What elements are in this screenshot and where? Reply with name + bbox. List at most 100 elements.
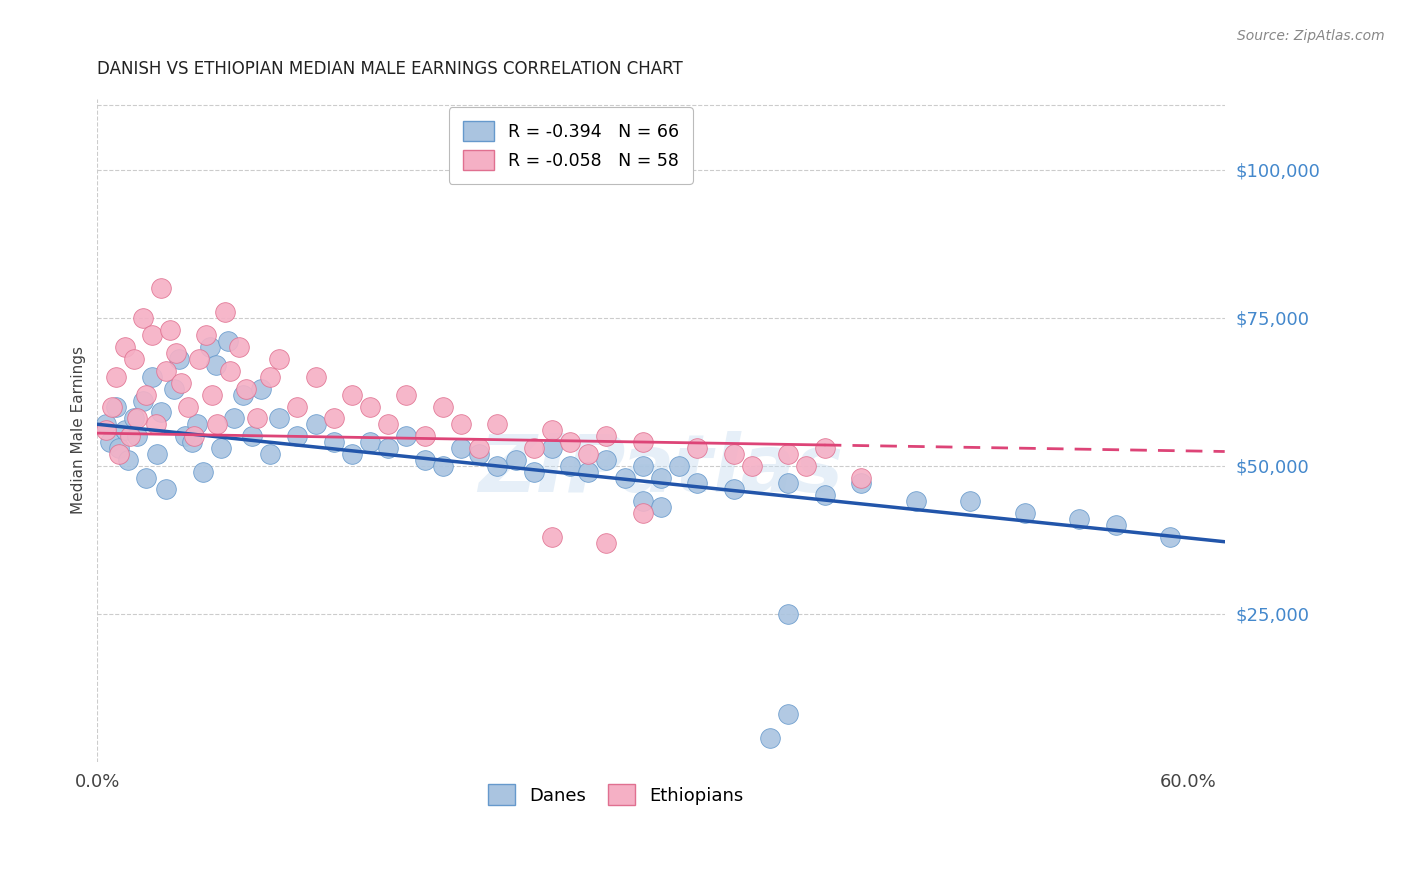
- Point: [132, 393, 155, 408]
- Point: [413, 452, 436, 467]
- Point: [814, 441, 837, 455]
- Point: [198, 340, 221, 354]
- Point: [232, 387, 254, 401]
- Point: [163, 382, 186, 396]
- Text: Source: ZipAtlas.com: Source: ZipAtlas.com: [1237, 29, 1385, 43]
- Point: [450, 417, 472, 432]
- Point: [246, 411, 269, 425]
- Point: [96, 417, 118, 432]
- Point: [558, 435, 581, 450]
- Point: [558, 458, 581, 473]
- Point: [117, 452, 139, 467]
- Point: [170, 376, 193, 390]
- Point: [759, 731, 782, 745]
- Point: [359, 435, 381, 450]
- Point: [114, 340, 136, 354]
- Point: [741, 458, 763, 473]
- Point: [613, 470, 636, 484]
- Point: [723, 483, 745, 497]
- Point: [650, 470, 672, 484]
- Point: [959, 494, 981, 508]
- Text: ZIPatlas: ZIPatlas: [478, 431, 844, 509]
- Point: [304, 417, 326, 432]
- Point: [523, 441, 546, 455]
- Point: [146, 447, 169, 461]
- Point: [186, 417, 208, 432]
- Point: [486, 458, 509, 473]
- Point: [122, 411, 145, 425]
- Point: [595, 535, 617, 549]
- Point: [269, 411, 291, 425]
- Point: [159, 322, 181, 336]
- Point: [686, 441, 709, 455]
- Point: [541, 530, 564, 544]
- Point: [285, 429, 308, 443]
- Point: [395, 429, 418, 443]
- Point: [468, 447, 491, 461]
- Point: [631, 435, 654, 450]
- Point: [541, 423, 564, 437]
- Point: [101, 400, 124, 414]
- Point: [595, 429, 617, 443]
- Point: [135, 470, 157, 484]
- Point: [432, 400, 454, 414]
- Point: [432, 458, 454, 473]
- Point: [250, 382, 273, 396]
- Point: [631, 458, 654, 473]
- Point: [108, 447, 131, 461]
- Point: [468, 441, 491, 455]
- Point: [167, 352, 190, 367]
- Point: [195, 328, 218, 343]
- Text: DANISH VS ETHIOPIAN MEDIAN MALE EARNINGS CORRELATION CHART: DANISH VS ETHIOPIAN MEDIAN MALE EARNINGS…: [97, 60, 683, 78]
- Point: [207, 417, 229, 432]
- Point: [173, 429, 195, 443]
- Point: [576, 465, 599, 479]
- Point: [209, 441, 232, 455]
- Point: [141, 370, 163, 384]
- Point: [145, 417, 167, 432]
- Point: [450, 441, 472, 455]
- Point: [259, 447, 281, 461]
- Point: [235, 382, 257, 396]
- Point: [127, 411, 149, 425]
- Point: [413, 429, 436, 443]
- Point: [778, 447, 800, 461]
- Point: [1159, 530, 1181, 544]
- Point: [486, 417, 509, 432]
- Point: [259, 370, 281, 384]
- Point: [150, 281, 173, 295]
- Point: [322, 435, 344, 450]
- Point: [96, 423, 118, 437]
- Point: [505, 452, 527, 467]
- Point: [668, 458, 690, 473]
- Point: [595, 452, 617, 467]
- Point: [183, 429, 205, 443]
- Point: [523, 465, 546, 479]
- Point: [340, 387, 363, 401]
- Point: [395, 387, 418, 401]
- Point: [650, 500, 672, 515]
- Point: [104, 370, 127, 384]
- Point: [576, 447, 599, 461]
- Point: [778, 607, 800, 621]
- Point: [120, 429, 142, 443]
- Point: [214, 305, 236, 319]
- Point: [686, 476, 709, 491]
- Point: [778, 707, 800, 722]
- Point: [188, 352, 211, 367]
- Point: [723, 447, 745, 461]
- Point: [322, 411, 344, 425]
- Point: [132, 310, 155, 325]
- Point: [204, 358, 226, 372]
- Point: [135, 387, 157, 401]
- Point: [377, 441, 399, 455]
- Point: [104, 400, 127, 414]
- Point: [191, 465, 214, 479]
- Y-axis label: Median Male Earnings: Median Male Earnings: [72, 346, 86, 514]
- Point: [114, 423, 136, 437]
- Point: [796, 458, 818, 473]
- Point: [849, 476, 872, 491]
- Point: [904, 494, 927, 508]
- Point: [814, 488, 837, 502]
- Point: [127, 429, 149, 443]
